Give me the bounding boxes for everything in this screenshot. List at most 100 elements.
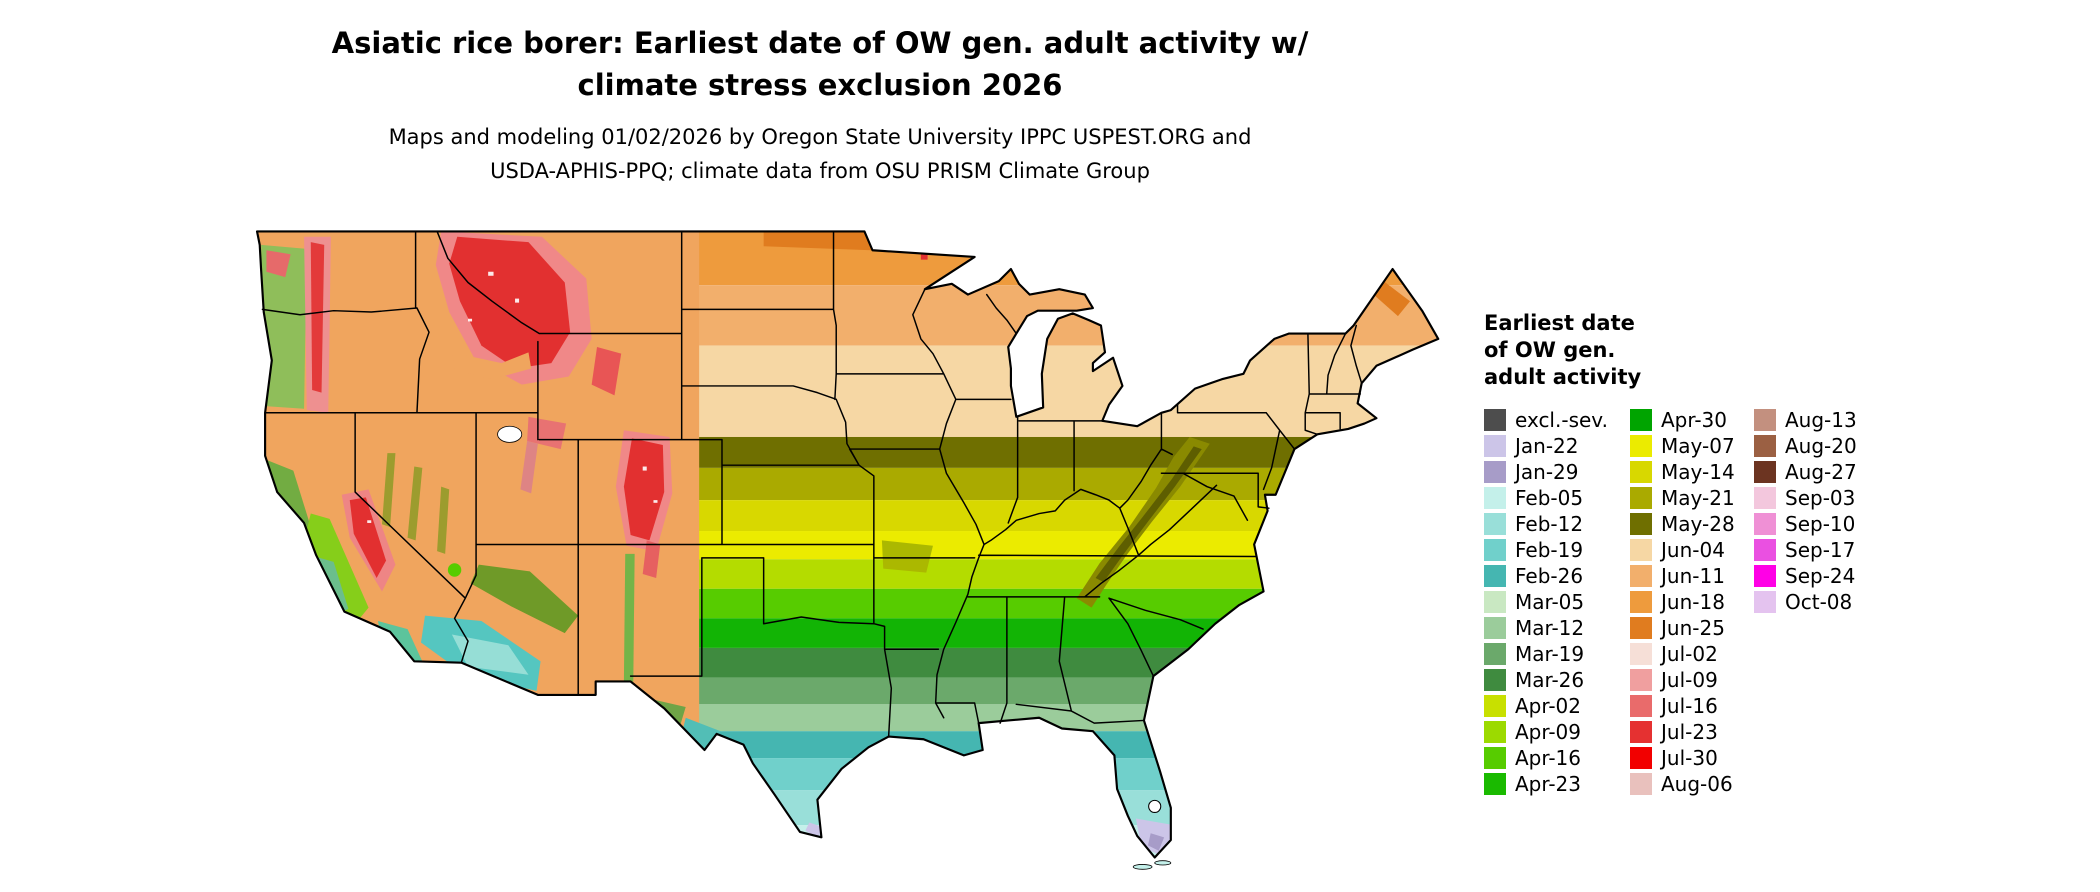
legend-swatch — [1484, 617, 1506, 639]
legend-swatch — [1630, 461, 1652, 483]
legend-item-Sep-10: Sep-10 — [1754, 511, 1874, 537]
legend-swatch — [1630, 539, 1652, 561]
legend-title-line-2: of OW gen. — [1484, 338, 1616, 362]
legend-item-Sep-24: Sep-24 — [1754, 563, 1874, 589]
us-map — [253, 218, 1449, 883]
legend-item-Feb-26: Feb-26 — [1484, 563, 1630, 589]
rio-grande-valley — [623, 553, 635, 682]
legend-item-Jul-16: Jul-16 — [1630, 693, 1754, 719]
mogollon-rim — [470, 564, 579, 634]
title-line-2: climate stress exclusion 2026 — [577, 68, 1063, 102]
legend-item-excl.-sev.: excl.-sev. — [1484, 407, 1630, 433]
legend-label: Jun-18 — [1661, 590, 1725, 614]
legend-swatch — [1630, 565, 1652, 587]
legend-item-Jul-09: Jul-09 — [1630, 667, 1754, 693]
legend-swatch — [1754, 487, 1776, 509]
legend-swatch — [1630, 747, 1652, 769]
map-state-borders — [261, 230, 1363, 738]
legend-swatch — [1484, 409, 1506, 431]
legend-swatch — [1484, 773, 1506, 795]
legend: Earliest date of OW gen. adult activity … — [1484, 310, 1874, 797]
legend-item-Feb-19: Feb-19 — [1484, 537, 1630, 563]
legend-label: Feb-05 — [1515, 486, 1584, 510]
legend-swatch — [1754, 591, 1776, 613]
legend-label: Jul-09 — [1661, 668, 1718, 692]
florida-keys — [1132, 860, 1172, 870]
subtitle-line-2: USDA-APHIS-PPQ; climate data from OSU PR… — [490, 159, 1150, 183]
legend-label: Sep-03 — [1785, 486, 1856, 510]
legend-item-Oct-08: Oct-08 — [1754, 589, 1874, 615]
legend-item-Jun-11: Jun-11 — [1630, 563, 1754, 589]
legend-item-Jun-25: Jun-25 — [1630, 615, 1754, 641]
legend-swatch — [1754, 565, 1776, 587]
ozarks — [881, 540, 933, 573]
legend-label: Mar-12 — [1515, 616, 1585, 640]
legend-label: Apr-30 — [1661, 408, 1727, 432]
great-salt-lake — [497, 425, 523, 443]
legend-label: Jul-02 — [1661, 642, 1718, 666]
legend-label: Feb-12 — [1515, 512, 1584, 536]
legend-swatch — [1754, 461, 1776, 483]
legend-item-Apr-09: Apr-09 — [1484, 719, 1630, 745]
legend-item-Apr-16: Apr-16 — [1484, 745, 1630, 771]
legend-label: Aug-13 — [1785, 408, 1857, 432]
legend-swatch — [1484, 721, 1506, 743]
legend-item-Mar-26: Mar-26 — [1484, 667, 1630, 693]
legend-item-May-14: May-14 — [1630, 459, 1754, 485]
legend-label: May-21 — [1661, 486, 1735, 510]
legend-swatch — [1484, 565, 1506, 587]
legend-item-May-28: May-28 — [1630, 511, 1754, 537]
legend-label: Mar-26 — [1515, 668, 1585, 692]
legend-label: Jan-22 — [1515, 434, 1579, 458]
central-valley — [304, 513, 369, 623]
legend-item-Aug-20: Aug-20 — [1754, 433, 1874, 459]
page-subtitle: Maps and modeling 01/02/2026 by Oregon S… — [0, 120, 1640, 188]
legend-column-2: Apr-30 May-07 May-14 May-21 May-28 Jun-04 Jun-… — [1630, 407, 1754, 797]
map-outline — [255, 230, 1440, 859]
legend-swatch — [1484, 513, 1506, 535]
lake-okeechobee — [1148, 799, 1162, 814]
legend-swatch — [1630, 513, 1652, 535]
legend-item-May-21: May-21 — [1630, 485, 1754, 511]
legend-label: Jun-11 — [1661, 564, 1725, 588]
legend-label: Jan-29 — [1515, 460, 1579, 484]
legend-label: Aug-20 — [1785, 434, 1857, 458]
legend-label: Feb-19 — [1515, 538, 1584, 562]
legend-label: Sep-24 — [1785, 564, 1856, 588]
legend-title: Earliest date of OW gen. adult activity — [1484, 310, 1874, 391]
legend-label: May-14 — [1661, 460, 1735, 484]
legend-swatch — [1484, 747, 1506, 769]
legend-label: excl.-sev. — [1515, 408, 1608, 432]
legend-item-Mar-12: Mar-12 — [1484, 615, 1630, 641]
pnw-valleys — [261, 244, 307, 409]
legend-item-Mar-19: Mar-19 — [1484, 641, 1630, 667]
subtitle-line-1: Maps and modeling 01/02/2026 by Oregon S… — [388, 125, 1252, 149]
legend-swatch — [1484, 487, 1506, 509]
legend-swatch — [1484, 695, 1506, 717]
legend-column-3: Aug-13 Aug-20 Aug-27 Sep-03 Sep-10 Sep-17 Sep-… — [1754, 407, 1874, 797]
legend-item-Apr-30: Apr-30 — [1630, 407, 1754, 433]
legend-swatch — [1630, 721, 1652, 743]
legend-label: Jul-23 — [1661, 720, 1718, 744]
map-color-regions — [257, 231, 1439, 858]
legend-item-May-07: May-07 — [1630, 433, 1754, 459]
legend-label: Sep-17 — [1785, 538, 1856, 562]
legend-label: May-07 — [1661, 434, 1735, 458]
legend-swatch — [1630, 409, 1652, 431]
legend-item-Apr-23: Apr-23 — [1484, 771, 1630, 797]
legend-swatch — [1484, 669, 1506, 691]
legend-item-Mar-05: Mar-05 — [1484, 589, 1630, 615]
legend-item-Jun-18: Jun-18 — [1630, 589, 1754, 615]
legend-label: Apr-23 — [1515, 772, 1581, 796]
legend-item-Jun-04: Jun-04 — [1630, 537, 1754, 563]
legend-label: Aug-06 — [1661, 772, 1733, 796]
legend-label: Jul-30 — [1661, 746, 1718, 770]
nevada-ranges — [382, 453, 450, 554]
legend-label: Mar-05 — [1515, 590, 1585, 614]
legend-item-Sep-03: Sep-03 — [1754, 485, 1874, 511]
legend-label: Apr-16 — [1515, 746, 1581, 770]
title-line-1: Asiatic rice borer: Earliest date of OW … — [331, 26, 1309, 60]
legend-label: Jul-16 — [1661, 694, 1718, 718]
legend-label: Sep-10 — [1785, 512, 1856, 536]
